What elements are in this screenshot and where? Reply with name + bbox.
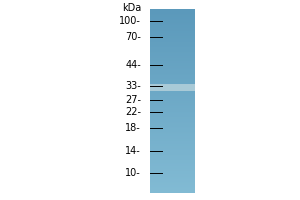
Text: 22-: 22- (125, 107, 141, 117)
Text: 10-: 10- (125, 168, 141, 178)
Text: 70-: 70- (125, 32, 141, 42)
Text: 18-: 18- (125, 123, 141, 133)
Text: kDa: kDa (122, 3, 141, 13)
Text: 33-: 33- (125, 81, 141, 91)
Bar (150, 84, 195, 91)
Text: 44-: 44- (125, 60, 141, 70)
Text: 100-: 100- (119, 16, 141, 26)
Text: 14-: 14- (125, 146, 141, 156)
Text: 27-: 27- (125, 95, 141, 105)
